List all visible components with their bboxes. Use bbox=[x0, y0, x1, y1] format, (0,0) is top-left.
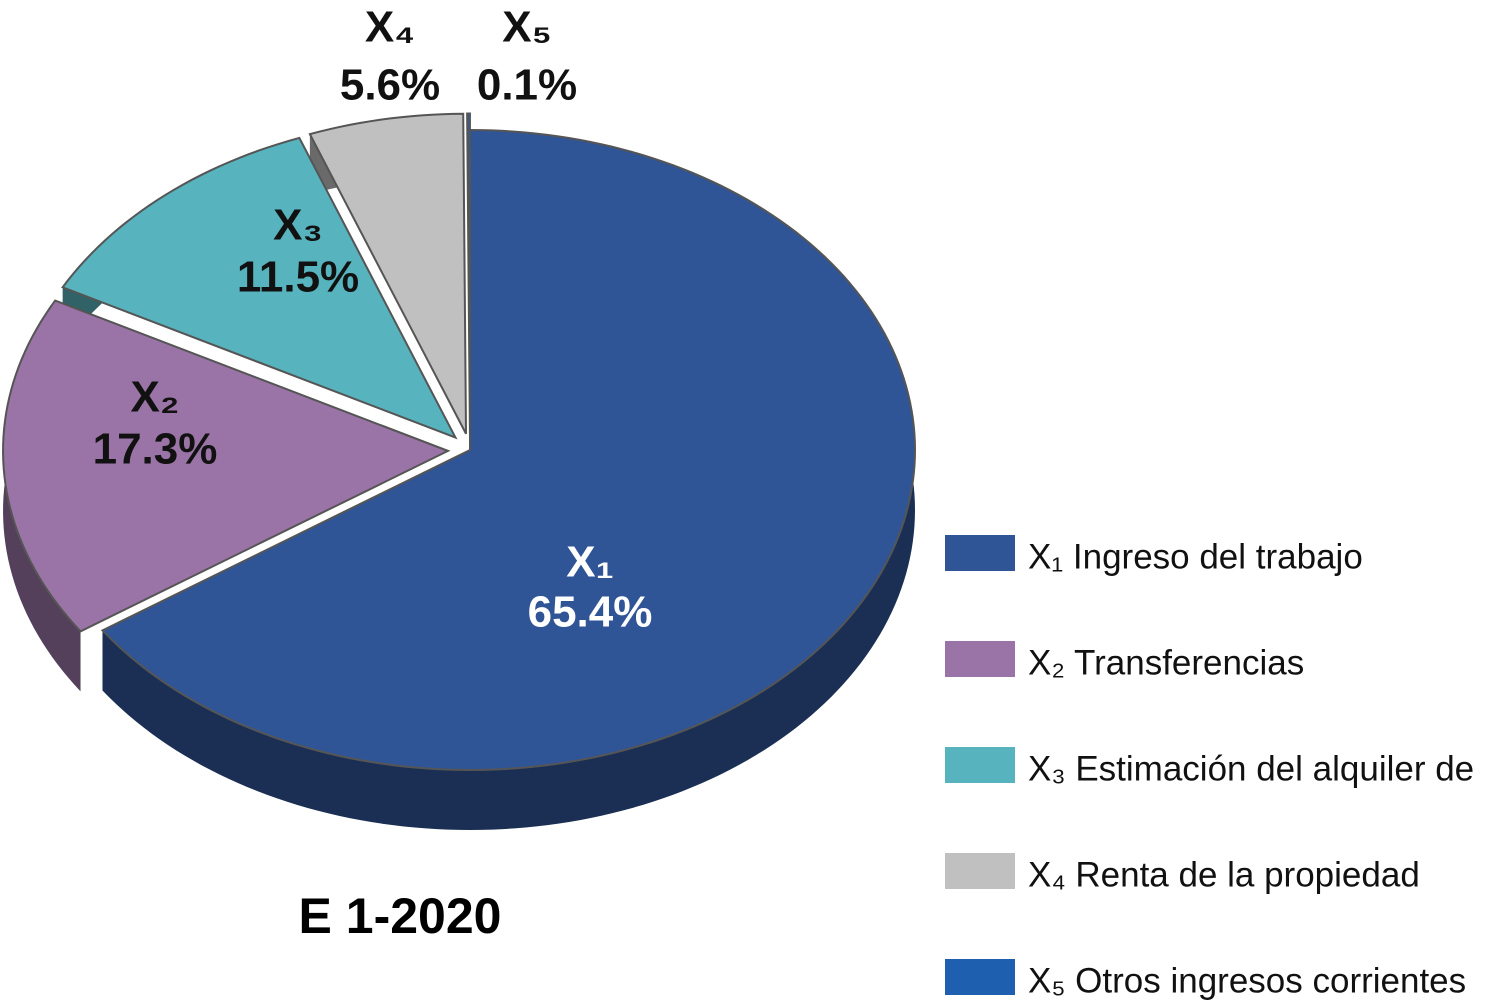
slice-label: X₅ bbox=[502, 3, 552, 52]
legend-label: X₂ Transferencias bbox=[1028, 643, 1304, 682]
chart-title: E 1-2020 bbox=[299, 888, 502, 944]
slice bbox=[308, 112, 468, 435]
slice-tops bbox=[2, 112, 917, 772]
slice bbox=[2, 299, 451, 633]
slice-label: X₂ bbox=[131, 373, 180, 422]
slice-value-label: 0.1% bbox=[477, 61, 577, 110]
slice-label: X₄ bbox=[365, 3, 415, 52]
legend-swatch bbox=[945, 853, 1015, 889]
slice bbox=[61, 136, 458, 440]
slice bbox=[466, 112, 471, 434]
legend-label: X₅ Otros ingresos corrientes bbox=[1028, 961, 1466, 1000]
legend-swatch bbox=[945, 747, 1015, 783]
legend-label: X₃ Estimación del alquiler de bbox=[1028, 749, 1474, 788]
slice bbox=[100, 128, 917, 772]
slice-value-label: 17.3% bbox=[93, 425, 218, 474]
slice-label: X₃ bbox=[273, 201, 323, 250]
slice-value-label: 65.4% bbox=[528, 588, 653, 637]
slice-value-label: 5.6% bbox=[340, 61, 440, 110]
slice-value-label: 11.5% bbox=[237, 253, 359, 302]
slice-label: X₁ bbox=[566, 538, 614, 587]
legend-label: X₄ Renta de la propiedad bbox=[1028, 855, 1420, 894]
legend-swatch bbox=[945, 535, 1015, 571]
legend-label: X₁ Ingreso del trabajo bbox=[1028, 537, 1363, 576]
legend-swatch bbox=[945, 641, 1015, 677]
legend-swatch bbox=[945, 959, 1015, 995]
